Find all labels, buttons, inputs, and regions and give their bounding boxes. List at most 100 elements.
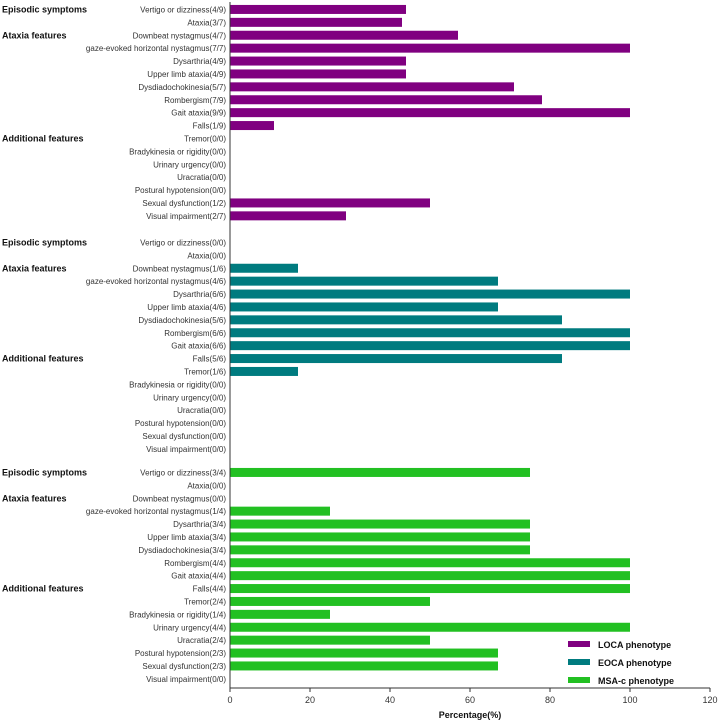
category-label: Dysarthria(6/6) [173,290,226,299]
legend-swatch-eoca-phenotype [568,659,590,665]
x-tick-label: 120 [702,695,717,705]
bar-eoca-phenotype-dysarthria [230,289,630,299]
category-label: Upper limb ataxia(3/4) [147,533,226,542]
legend-swatch-loca-phenotype [568,641,590,647]
category-label: Tremor(0/0) [184,134,226,143]
bar-loca-phenotype-dysarthria [230,56,406,66]
section-label: Ataxia features [2,493,67,503]
category-label: Postural hypotension(0/0) [135,419,227,428]
category-label: Bradykinesia or rigidity(1/4) [129,610,226,619]
bar-loca-phenotype-gait-ataxia [230,108,630,118]
bar-loca-phenotype-upper-limb-ataxia [230,69,406,79]
category-label: Gait ataxia(6/6) [171,342,226,351]
bar-msa-c-phenotype-tremor [230,596,430,606]
section-label: Episodic symptoms [2,4,87,14]
bar-loca-phenotype-vertigo-or-dizziness [230,4,406,14]
category-label: Tremor(1/6) [184,367,226,376]
legend-swatch-msa-c-phenotype [568,677,590,683]
bar-eoca-phenotype-upper-limb-ataxia [230,302,498,312]
x-tick-label: 40 [385,695,395,705]
bar-msa-c-phenotype-gaze-evoked-horizontal-nystagmus [230,506,330,516]
category-label: Dysarthria(3/4) [173,520,226,529]
bar-loca-phenotype-falls [230,121,274,131]
bar-msa-c-phenotype-postural-hypotension [230,648,498,658]
bar-loca-phenotype-dysdiadochokinesia [230,82,514,92]
x-tick-label: 0 [227,695,232,705]
bar-loca-phenotype-gaze-evoked-horizontal-nystagmus [230,43,630,53]
category-label: Sexual dysfunction(2/3) [142,662,226,671]
category-label: Sexual dysfunction(1/2) [142,199,226,208]
category-label: Uracratia(2/4) [177,636,226,645]
category-label: Sexual dysfunction(0/0) [142,432,226,441]
bar-eoca-phenotype-tremor [230,366,298,376]
bar-eoca-phenotype-gait-ataxia [230,341,630,351]
bar-msa-c-phenotype-bradykinesia-or-rigidity [230,609,330,619]
bar-eoca-phenotype-downbeat-nystagmus [230,263,298,273]
section-label: Additional features [2,584,84,594]
category-label: Falls(4/4) [193,585,227,594]
bar-msa-c-phenotype-vertigo-or-dizziness [230,467,530,477]
bar-eoca-phenotype-rombergism [230,328,630,338]
section-label: Ataxia features [2,263,67,273]
bar-eoca-phenotype-falls [230,354,562,364]
section-label: Additional features [2,354,84,364]
category-label: Uracratia(0/0) [177,406,226,415]
category-label: Urinary urgency(0/0) [153,160,226,169]
category-label: Uracratia(0/0) [177,173,226,182]
category-label: Dysdiadochokinesia(5/7) [138,83,226,92]
bar-eoca-phenotype-gaze-evoked-horizontal-nystagmus [230,276,498,286]
category-label: gaze-evoked horizontal nystagmus(7/7) [86,44,226,53]
bar-msa-c-phenotype-sexual-dysfunction [230,661,498,671]
category-label: Ataxia(3/7) [187,18,226,27]
bar-msa-c-phenotype-rombergism [230,558,630,568]
bar-msa-c-phenotype-upper-limb-ataxia [230,532,530,542]
bar-msa-c-phenotype-falls [230,584,630,594]
category-label: Falls(1/9) [193,122,227,131]
category-label: gaze-evoked horizontal nystagmus(1/4) [86,507,226,516]
category-label: Postural hypotension(2/3) [135,649,227,658]
category-label: Falls(5/6) [193,355,227,364]
bar-eoca-phenotype-dysdiadochokinesia [230,315,562,325]
bar-loca-phenotype-ataxia [230,17,402,27]
bar-msa-c-phenotype-uracratia [230,635,430,645]
bar-msa-c-phenotype-urinary-urgency [230,622,630,632]
category-label: Upper limb ataxia(4/6) [147,303,226,312]
category-label: gaze-evoked horizontal nystagmus(4/6) [86,277,226,286]
section-label: Episodic symptoms [2,467,87,477]
category-label: Dysdiadochokinesia(5/6) [138,316,226,325]
category-label: Downbeat nystagmus(0/0) [133,494,227,503]
category-label: Vertigo or dizziness(0/0) [140,238,226,247]
bar-msa-c-phenotype-dysarthria [230,519,530,529]
section-label: Additional features [2,133,84,143]
section-label: Ataxia features [2,30,67,40]
x-axis-title: Percentage(%) [439,710,502,720]
category-label: Rombergism(7/9) [164,96,226,105]
category-label: Downbeat nystagmus(4/7) [133,31,227,40]
bar-msa-c-phenotype-dysdiadochokinesia [230,545,530,555]
category-label: Gait ataxia(9/9) [171,109,226,118]
legend-label-msa-c-phenotype: MSA-c phenotype [598,676,674,686]
category-label: Dysarthria(4/9) [173,57,226,66]
category-label: Urinary urgency(0/0) [153,393,226,402]
category-label: Dysdiadochokinesia(3/4) [138,546,226,555]
legend-label-loca-phenotype: LOCA phenotype [598,640,671,650]
category-label: Gait ataxia(4/4) [171,572,226,581]
category-label: Rombergism(6/6) [164,329,226,338]
bar-loca-phenotype-rombergism [230,95,542,105]
bar-loca-phenotype-downbeat-nystagmus [230,30,458,40]
category-label: Upper limb ataxia(4/9) [147,70,226,79]
x-tick-label: 60 [465,695,475,705]
category-label: Bradykinesia or rigidity(0/0) [129,147,226,156]
category-label: Visual impairment(2/7) [146,212,226,221]
category-label: Vertigo or dizziness(3/4) [140,468,226,477]
x-tick-label: 100 [622,695,637,705]
category-label: Rombergism(4/4) [164,559,226,568]
bar-loca-phenotype-visual-impairment [230,211,346,221]
category-label: Postural hypotension(0/0) [135,186,227,195]
x-tick-label: 20 [305,695,315,705]
category-label: Ataxia(0/0) [187,251,226,260]
category-label: Downbeat nystagmus(1/6) [133,264,227,273]
category-label: Visual impairment(0/0) [146,445,226,454]
legend-label-eoca-phenotype: EOCA phenotype [598,658,672,668]
